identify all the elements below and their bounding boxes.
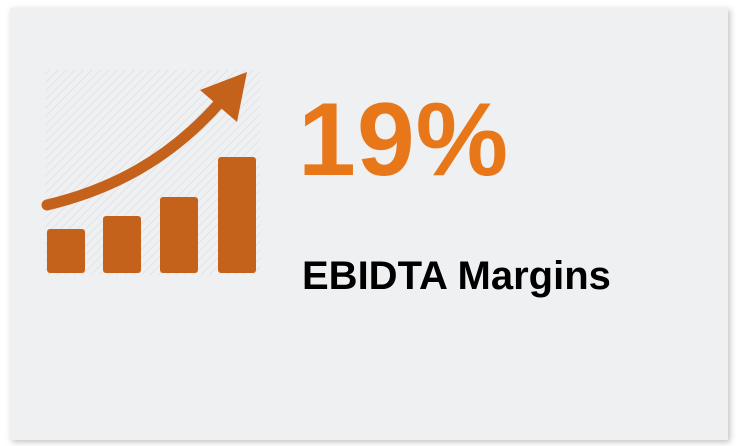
icon-arrow (41, 94, 228, 211)
icon-bar (47, 229, 85, 273)
icon-bar (103, 216, 141, 273)
metric-value: 19% (298, 82, 510, 198)
icon-arrowhead (200, 72, 247, 122)
icon-bar (218, 157, 256, 273)
icon-bar (160, 197, 198, 273)
metric-label: EBIDTA Margins (302, 254, 611, 298)
